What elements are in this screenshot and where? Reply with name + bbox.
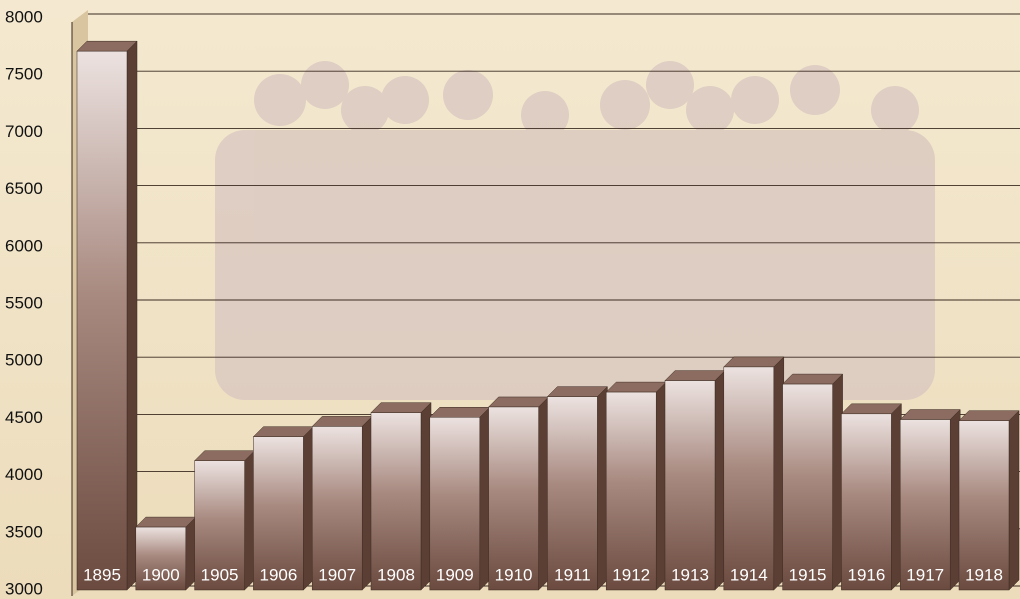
bar: [488, 406, 539, 591]
y-tick-label: 4500: [5, 408, 43, 427]
bar-top: [605, 381, 667, 393]
x-tick-label: 1907: [318, 565, 356, 584]
y-tick-label: 8000: [5, 7, 43, 26]
bar-top: [958, 410, 1020, 421]
bar: [958, 420, 1010, 591]
bar-top: [840, 403, 903, 415]
x-tick-label: 1918: [965, 565, 1003, 584]
bar: [194, 460, 245, 591]
bar: [723, 366, 775, 591]
x-tick-label: 1905: [201, 565, 239, 584]
x-tick-label: 1895: [83, 565, 121, 584]
bar-top: [370, 402, 432, 413]
y-tick-label: 3000: [5, 579, 43, 598]
bar-side: [244, 450, 255, 591]
bar-side: [538, 396, 549, 591]
bar-side: [420, 402, 432, 591]
x-tick-label: 1900: [142, 565, 180, 584]
bar-top: [252, 426, 315, 437]
bar-top: [546, 386, 609, 397]
bar: [429, 417, 481, 591]
y-tick-label: 6000: [5, 236, 43, 255]
bar-top: [76, 40, 138, 52]
x-tick-label: 1917: [906, 565, 944, 584]
y-tick-label: 3500: [5, 522, 43, 541]
y-tick-label: 4000: [5, 465, 43, 484]
bar: [76, 50, 128, 591]
bar-side: [655, 381, 667, 591]
bar-top: [664, 370, 726, 381]
x-tick-label: 1910: [495, 565, 533, 584]
bar-side: [773, 356, 785, 591]
bar-top: [429, 407, 491, 418]
bar-top: [487, 396, 550, 408]
silhouette: [215, 61, 935, 400]
bar: [253, 436, 304, 591]
bar-side: [891, 403, 902, 591]
bar-side: [126, 40, 138, 591]
x-tick-label: 1906: [259, 565, 297, 584]
bar-top: [135, 516, 197, 528]
bar-side: [479, 406, 491, 591]
bar: [547, 396, 598, 591]
bar-top: [899, 409, 961, 420]
y-tick-label: 6500: [5, 179, 43, 198]
x-tick-label: 1908: [377, 565, 415, 584]
x-tick-label: 1909: [436, 565, 474, 584]
bar-top: [723, 356, 785, 368]
bar-side: [832, 373, 843, 591]
y-tick-label: 5500: [5, 293, 43, 312]
x-tick-label: 1914: [730, 565, 768, 584]
bar-side: [597, 386, 608, 591]
y-tick-label: 7500: [5, 65, 43, 84]
bar: [899, 419, 951, 591]
bar: [782, 383, 833, 591]
x-tick-label: 1915: [789, 565, 827, 584]
x-tick-label: 1911: [554, 565, 591, 584]
bar-side: [949, 408, 961, 591]
bar-side: [185, 516, 197, 591]
bar-side: [303, 426, 314, 591]
bar: [135, 526, 187, 591]
bar: [370, 412, 422, 591]
bar-top: [311, 416, 373, 427]
bar: [664, 380, 716, 591]
bar-side: [361, 415, 373, 591]
bar: [841, 413, 892, 591]
y-tick-label: 5000: [5, 351, 43, 370]
x-tick-label: 1912: [612, 565, 650, 584]
x-tick-label: 1913: [671, 565, 709, 584]
bar-top: [781, 373, 844, 385]
bar: [311, 426, 363, 591]
bar-side: [714, 370, 726, 591]
bar: [605, 391, 657, 591]
bar-top: [193, 450, 256, 461]
bar-side: [1008, 410, 1020, 591]
x-tick-label: 1916: [847, 565, 885, 584]
y-tick-label: 7000: [5, 122, 43, 141]
